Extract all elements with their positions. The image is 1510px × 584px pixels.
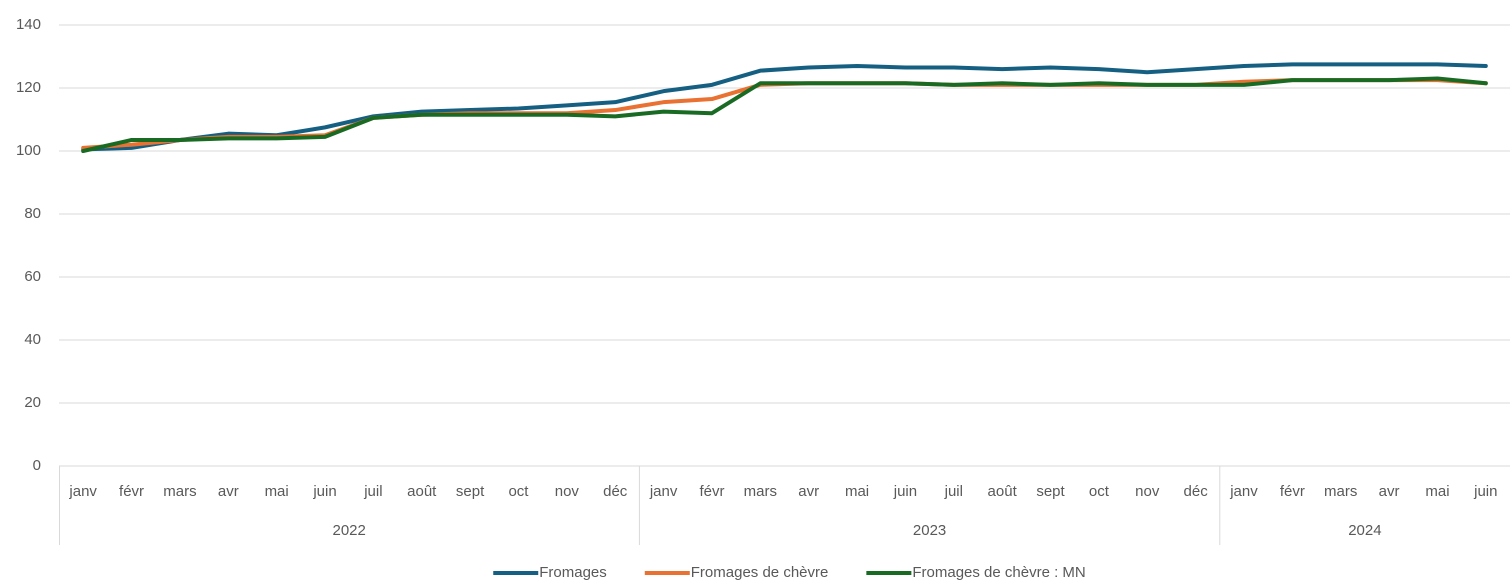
series-line xyxy=(81,76,1488,153)
y-tick-label: 60 xyxy=(24,268,41,285)
x-tick-label: nov xyxy=(555,483,580,500)
x-group-label: 2022 xyxy=(333,522,366,539)
x-tick-label: juin xyxy=(312,483,336,500)
x-tick-label: juin xyxy=(1473,483,1497,500)
x-tick-label: oct xyxy=(508,483,529,500)
x-tick-label: sept xyxy=(456,483,485,500)
x-tick-label: mars xyxy=(744,483,777,500)
x-tick-label: févr xyxy=(1280,483,1305,500)
x-tick-label: avr xyxy=(1379,483,1400,500)
x-tick-label: juil xyxy=(363,483,382,500)
x-tick-label: déc xyxy=(1184,483,1209,500)
y-tick-label: 40 xyxy=(24,331,41,348)
x-tick-label: févr xyxy=(119,483,144,500)
legend-label: Fromages xyxy=(539,564,607,581)
x-tick-label: déc xyxy=(603,483,628,500)
y-tick-label: 20 xyxy=(24,394,41,411)
x-tick-label: août xyxy=(407,483,437,500)
x-tick-label: mai xyxy=(265,483,289,500)
legend-label: Fromages de chèvre xyxy=(691,564,829,581)
x-tick-label: nov xyxy=(1135,483,1160,500)
x-tick-label: mai xyxy=(845,483,869,500)
x-group-label: 2023 xyxy=(913,522,946,539)
y-tick-label: 140 xyxy=(16,16,41,33)
y-tick-label: 100 xyxy=(16,142,41,159)
legend: Fromages Fromages de chèvre Fromages de ch… xyxy=(493,564,1086,581)
x-group-label: 2024 xyxy=(1348,522,1381,539)
x-tick-label: janv xyxy=(649,483,678,500)
x-tick-label: avr xyxy=(218,483,239,500)
x-tick-label: mai xyxy=(1425,483,1449,500)
y-tick-label: 120 xyxy=(16,79,41,96)
x-tick-label: janv xyxy=(1229,483,1258,500)
series-line xyxy=(81,62,1488,152)
x-tick-label: oct xyxy=(1089,483,1110,500)
x-tick-label: févr xyxy=(699,483,724,500)
x-tick-label: avr xyxy=(798,483,819,500)
x-tick-label: janv xyxy=(68,483,97,500)
x-tick-label: juil xyxy=(944,483,963,500)
x-tick-label: mars xyxy=(163,483,196,500)
x-tick-label: juin xyxy=(893,483,917,500)
y-tick-label: 0 xyxy=(33,457,41,474)
x-tick-label: août xyxy=(988,483,1018,500)
x-tick-label: sept xyxy=(1036,483,1065,500)
y-tick-label: 80 xyxy=(24,205,41,222)
legend-label: Fromages de chèvre : MN xyxy=(912,564,1085,581)
x-tick-label: mars xyxy=(1324,483,1357,500)
